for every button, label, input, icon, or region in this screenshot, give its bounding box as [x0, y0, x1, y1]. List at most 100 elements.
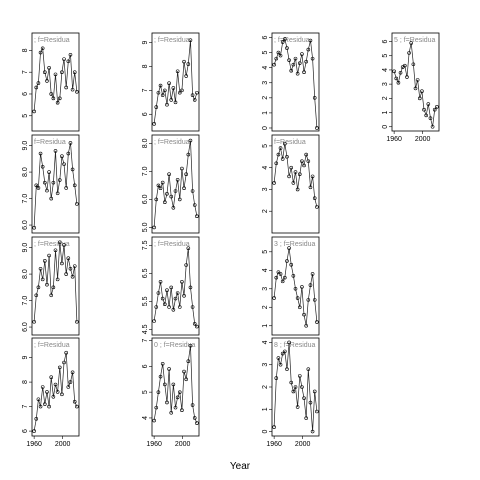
- data-point: [60, 261, 64, 266]
- data-point: [32, 109, 36, 114]
- data-point: [312, 196, 317, 200]
- data-point: [49, 92, 54, 96]
- data-point: [289, 262, 294, 267]
- data-point: [300, 285, 304, 289]
- y-tick-label: 2: [382, 96, 389, 100]
- data-point: [152, 418, 156, 423]
- data-point: [312, 96, 317, 100]
- data-point: [68, 266, 73, 271]
- data-point: [287, 246, 291, 250]
- data-point: [49, 196, 54, 201]
- data-point: [163, 302, 167, 307]
- data-point: [304, 323, 308, 328]
- data-point: [165, 400, 169, 405]
- panel-frame: [151, 337, 200, 437]
- data-point: [173, 296, 178, 301]
- data-point: [308, 283, 313, 287]
- series-line: [153, 345, 198, 424]
- data-point: [409, 41, 414, 45]
- data-point: [173, 189, 178, 193]
- data-point: [57, 178, 62, 182]
- data-point: [278, 362, 283, 367]
- data-point: [47, 170, 51, 174]
- data-point: [428, 116, 433, 121]
- data-point: [195, 214, 199, 218]
- panel-frame: [271, 236, 320, 336]
- data-point: [177, 90, 182, 95]
- panel-frame: [151, 236, 200, 336]
- data-point: [422, 107, 426, 112]
- x-tick-label: 1960: [146, 441, 162, 448]
- data-point: [180, 88, 184, 93]
- x-tick-label: 1960: [26, 441, 42, 448]
- data-point: [156, 390, 161, 394]
- data-point: [62, 360, 66, 365]
- data-point: [293, 170, 298, 174]
- data-point: [274, 376, 279, 380]
- data-point: [66, 59, 71, 64]
- data-point: [302, 396, 306, 400]
- data-point: [70, 370, 75, 375]
- strip-label: 0 ; f=Residua: [154, 342, 196, 349]
- data-point: [424, 113, 428, 118]
- data-point: [272, 62, 276, 67]
- data-point: [190, 403, 195, 407]
- data-point: [152, 319, 156, 323]
- y-tick-label: 9: [142, 41, 149, 45]
- data-point: [66, 385, 71, 389]
- data-point: [398, 70, 403, 75]
- data-point: [291, 181, 296, 185]
- y-tick-label: 8.0: [142, 138, 149, 148]
- strip-label: ; f=Residua: [34, 342, 70, 349]
- strip-label: ; f=Residua: [34, 37, 70, 44]
- data-point: [276, 270, 281, 274]
- data-point: [43, 70, 47, 74]
- data-point: [55, 390, 60, 394]
- data-point: [287, 340, 291, 345]
- x-tick-label: 1960: [266, 441, 282, 448]
- data-point: [190, 93, 195, 97]
- strip-label: f=Residua: [34, 139, 66, 146]
- strip-label: ; f=Residua: [154, 139, 190, 146]
- y-tick-label: 5: [262, 144, 269, 148]
- data-point: [68, 52, 73, 57]
- data-point: [430, 124, 435, 129]
- data-point: [403, 63, 407, 68]
- data-point: [192, 321, 197, 326]
- data-point: [280, 157, 285, 161]
- data-point: [167, 172, 171, 176]
- data-point: [192, 98, 197, 102]
- strip-label: 5 ; f=Residua: [394, 37, 436, 44]
- data-point: [51, 394, 56, 399]
- data-point: [304, 59, 308, 64]
- data-point: [75, 202, 79, 206]
- y-tick-label: 6.0: [142, 194, 149, 204]
- series-line: [33, 142, 78, 228]
- y-tick-label: 6: [382, 39, 389, 43]
- data-point: [158, 279, 163, 284]
- y-tick-label: 7: [142, 88, 149, 92]
- data-point: [186, 152, 191, 157]
- y-tick-label: 8: [22, 380, 29, 384]
- y-tick-label: 3: [262, 363, 269, 367]
- data-point: [306, 367, 311, 371]
- data-point: [278, 272, 283, 276]
- data-point: [297, 172, 302, 176]
- data-point: [72, 183, 77, 188]
- data-point: [43, 259, 47, 263]
- y-tick-label: 2: [262, 385, 269, 389]
- data-point: [310, 429, 315, 434]
- panel-frame: [31, 236, 80, 336]
- data-point: [169, 194, 174, 199]
- data-point: [417, 96, 422, 101]
- panel-frame: [271, 32, 320, 132]
- data-point: [45, 390, 49, 394]
- data-point: [280, 40, 285, 44]
- series-line: [33, 352, 78, 432]
- data-point: [283, 349, 287, 354]
- data-point: [283, 141, 287, 146]
- panel-frame: [31, 32, 80, 132]
- data-point: [300, 52, 304, 56]
- data-point: [291, 389, 296, 394]
